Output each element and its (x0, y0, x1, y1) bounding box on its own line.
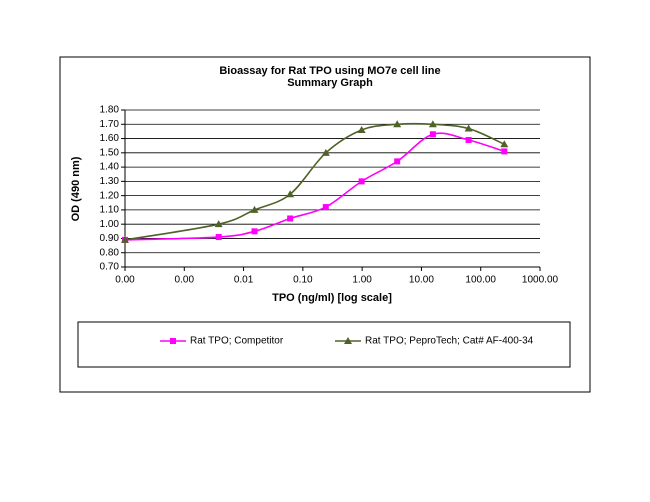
legend-marker (170, 338, 176, 344)
x-tick-label: 0.01 (234, 275, 254, 286)
legend-label: Rat TPO; Competitor (190, 336, 284, 347)
data-point (428, 120, 437, 128)
x-tick-label: 0.00 (115, 275, 135, 286)
data-point (500, 140, 509, 148)
data-point (501, 148, 508, 155)
y-tick-label: 1.40 (100, 162, 120, 173)
y-tick-label: 1.70 (100, 119, 120, 130)
y-tick-label: 0.80 (100, 247, 120, 258)
legend-marker (344, 337, 352, 344)
y-tick-label: 1.30 (100, 176, 120, 187)
data-point (214, 220, 223, 228)
data-point (321, 148, 330, 156)
y-tick-label: 1.20 (100, 190, 120, 201)
data-point (358, 178, 365, 185)
x-tick-label: 0.00 (175, 275, 195, 286)
x-tick-label: 0.10 (293, 275, 313, 286)
data-point (464, 124, 473, 132)
data-point (465, 136, 472, 143)
x-tick-label: 1.00 (352, 275, 372, 286)
chart-title: Bioassay for Rat TPO using MO7e cell lin… (219, 65, 440, 77)
y-axis-label: OD (490 nm) (70, 156, 82, 221)
data-point (286, 190, 295, 198)
data-point (357, 125, 366, 133)
series-line (124, 132, 505, 241)
y-tick-label: 0.70 (100, 262, 120, 273)
x-tick-label: 1000.00 (522, 275, 559, 286)
y-tick-label: 1.00 (100, 219, 120, 230)
data-point (121, 235, 129, 243)
y-tick-label: 1.60 (100, 133, 120, 144)
y-tick-label: 1.50 (100, 147, 120, 158)
legend-box (77, 321, 571, 368)
legend-label: Rat TPO; PeproTech; Cat# AF-400-34 (365, 336, 534, 347)
data-point (287, 215, 294, 222)
y-tick-label: 1.80 (100, 105, 120, 116)
data-point (251, 228, 258, 235)
chart-subtitle: Summary Graph (287, 77, 373, 89)
data-point (393, 120, 402, 128)
data-point (250, 205, 259, 213)
data-point (215, 234, 222, 241)
series-line (124, 122, 505, 241)
data-point (429, 131, 436, 138)
x-axis-label: TPO (ng/ml) [log scale] (272, 292, 392, 304)
data-point (394, 158, 401, 165)
y-tick-label: 0.90 (100, 233, 120, 244)
x-tick-label: 10.00 (409, 275, 434, 286)
x-tick-label: 100.00 (465, 275, 496, 286)
y-tick-label: 1.10 (100, 205, 120, 216)
data-point (322, 204, 329, 211)
